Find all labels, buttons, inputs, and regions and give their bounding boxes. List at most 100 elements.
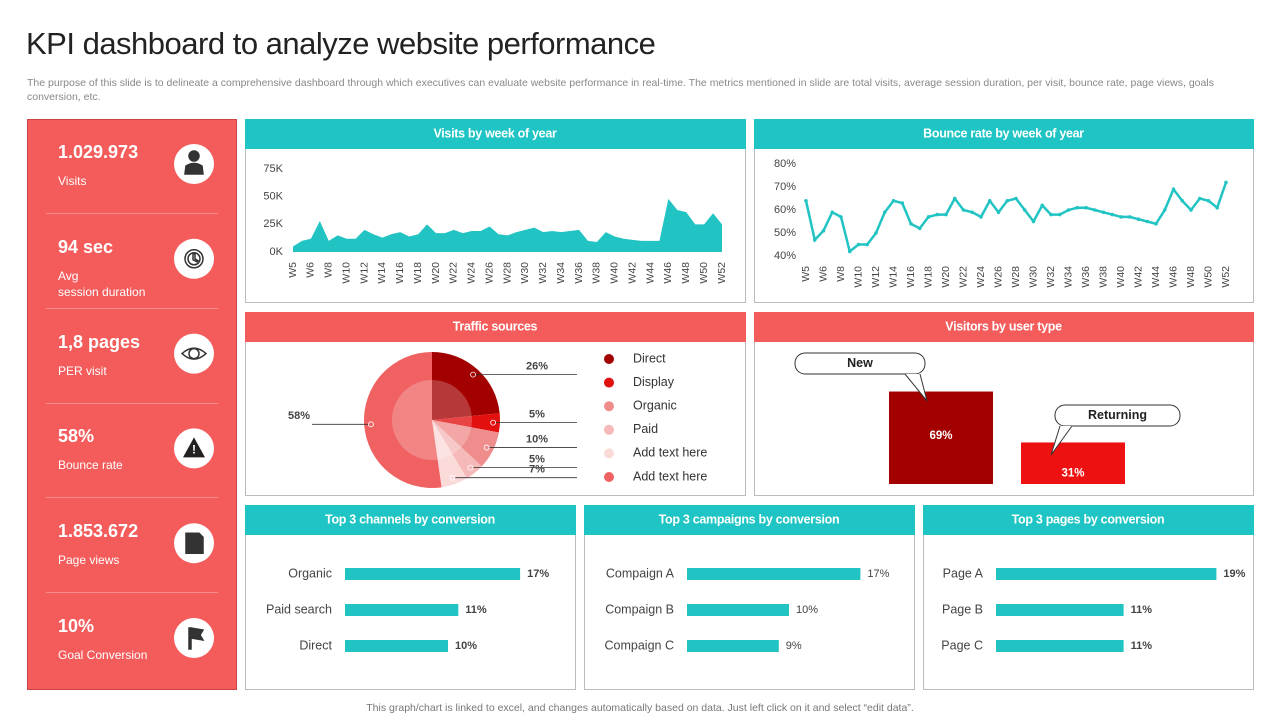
bar <box>996 568 1217 580</box>
panel-title: Top 3 pages by conversion <box>1012 512 1165 526</box>
pie-slice <box>363 352 442 488</box>
x-tick-label: W48 <box>1185 266 1197 288</box>
panel-title: Visits by week of year <box>433 126 557 140</box>
x-tick-label: W6 <box>305 262 317 278</box>
category-label: Organic <box>288 566 332 580</box>
slice-label: 7% <box>529 464 545 476</box>
point <box>1049 212 1053 217</box>
y-tick-label: 40% <box>774 250 796 262</box>
slice-label: 5% <box>529 454 545 466</box>
kpi-label: Avg session duration <box>58 268 146 299</box>
bar <box>687 604 789 616</box>
point <box>804 199 808 203</box>
category-label: Direct <box>299 638 332 652</box>
callout-label: New <box>847 356 873 370</box>
point <box>1031 219 1036 224</box>
kpi-value: 1,8 pages <box>58 331 141 352</box>
bar-label: 69% <box>929 430 952 442</box>
kpi-card: 1.029.973 Visits <box>28 120 236 214</box>
x-tick-label: W20 <box>430 262 442 284</box>
category-label: Compaign C <box>605 638 674 652</box>
page-title: KPI dashboard to analyze website perform… <box>26 26 656 61</box>
x-tick-label: W10 <box>340 262 352 284</box>
point <box>1145 219 1150 224</box>
slice-label: 58% <box>288 410 310 422</box>
point <box>1224 180 1228 185</box>
point <box>1084 205 1088 210</box>
kpi-label: Bounce rate <box>58 458 123 473</box>
category-label: Compaign B <box>605 602 674 616</box>
point <box>1057 212 1062 217</box>
x-tick-label: W40 <box>1115 266 1127 288</box>
point <box>1075 205 1080 210</box>
x-tick-label: W8 <box>323 262 335 278</box>
x-tick-label: W48 <box>680 262 692 284</box>
kpi-icon-bg <box>174 333 214 374</box>
bar-label: 31% <box>1061 467 1084 479</box>
x-tick-label: W14 <box>376 262 388 284</box>
kpi-card: 58% Bounce rate <box>28 404 236 499</box>
panel-header <box>245 312 746 342</box>
callout-box <box>794 352 926 375</box>
category-label: Page B <box>942 602 983 616</box>
charts: ! Visits by week of year 0K 25K 50K 75K W5 W6 W8… <box>174 119 1254 690</box>
x-tick-label: W8 <box>835 266 847 282</box>
x-tick-label: W44 <box>1150 266 1162 288</box>
bar <box>345 604 459 616</box>
point <box>821 228 826 233</box>
bar-value-label: 10% <box>796 604 818 616</box>
x-tick-label: W38 <box>591 262 603 284</box>
kpi-card: 1.853.672 Page views <box>28 499 236 594</box>
point <box>874 231 878 235</box>
pie-slice <box>432 420 482 479</box>
kpi-value: 1.853.672 <box>58 521 139 542</box>
x-tick-label: W40 <box>609 262 621 284</box>
bar <box>889 391 993 484</box>
x-tick-label: W24 <box>975 266 987 288</box>
slice-label: 26% <box>526 361 548 373</box>
kpi-icon <box>188 627 205 650</box>
panel <box>923 505 1254 690</box>
point <box>1005 199 1010 203</box>
kpi-separator <box>46 592 218 594</box>
pie-slice <box>432 420 467 488</box>
x-tick-label: W24 <box>466 262 478 284</box>
x-tick-label: W26 <box>992 266 1004 288</box>
bar-value-label: 11% <box>465 604 487 616</box>
kpi-value: 10% <box>58 616 95 636</box>
point <box>1171 187 1176 192</box>
x-tick-label: W26 <box>483 262 495 284</box>
leader-dot <box>449 474 456 481</box>
panel-title: Bounce rate by week of year <box>923 126 1084 140</box>
point <box>1119 215 1123 219</box>
point <box>1101 210 1106 215</box>
bar-value-label: 9% <box>786 640 802 652</box>
point <box>1136 217 1141 221</box>
leader-dot <box>483 444 490 451</box>
y-tick-label: 75K <box>263 163 283 175</box>
kpi-icon-bg <box>174 238 214 279</box>
point <box>1154 222 1158 226</box>
x-tick-label: W14 <box>887 266 899 288</box>
point <box>952 196 957 201</box>
point <box>847 249 852 254</box>
point <box>917 226 922 231</box>
bar <box>687 640 779 652</box>
x-tick-label: W52 <box>1220 266 1232 288</box>
kpi-icon <box>180 347 208 360</box>
bar <box>687 568 861 580</box>
panel <box>245 119 746 303</box>
point <box>1215 205 1220 210</box>
bar-value-label: 11% <box>1131 640 1153 652</box>
bar-value-label: 10% <box>455 640 477 652</box>
panel <box>754 119 1254 303</box>
callout-pointer <box>1050 425 1073 456</box>
point <box>900 201 905 205</box>
point <box>1162 208 1167 212</box>
callout-box <box>1054 404 1181 427</box>
point <box>1110 212 1115 217</box>
point <box>996 210 1001 215</box>
kpi-value: 58% <box>58 426 95 447</box>
kpi-separator <box>46 307 218 309</box>
kpi-icon <box>183 437 205 458</box>
